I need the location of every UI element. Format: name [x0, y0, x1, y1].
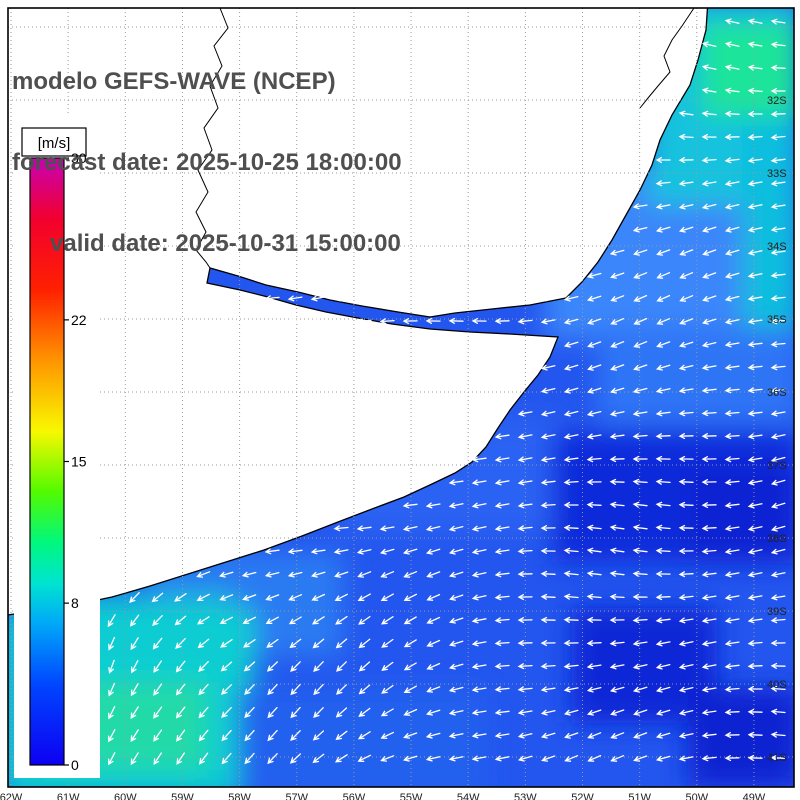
lat-label: 41S	[767, 752, 787, 764]
lon-label: 53W	[514, 792, 537, 800]
colorbar-tick-label: 8	[71, 595, 79, 611]
lon-label: 54W	[457, 792, 480, 800]
lon-label: 49W	[743, 792, 766, 800]
lon-label: 59W	[171, 792, 194, 800]
lon-label: 52W	[571, 792, 594, 800]
lon-label: 56W	[343, 792, 366, 800]
lon-label: 62W	[0, 792, 23, 800]
lon-label: 60W	[114, 792, 137, 800]
lat-label: 34S	[767, 241, 787, 253]
lat-label: 36S	[767, 387, 787, 399]
graticule-grid	[8, 8, 794, 787]
lon-label: 50W	[685, 792, 708, 800]
colorbar-tick-label: 22	[71, 312, 87, 328]
lat-label: 32S	[767, 95, 787, 107]
land-mass	[0, 0, 708, 616]
coastline	[0, 0, 709, 617]
colorbar-units-box	[21, 127, 87, 157]
lon-label: 55W	[400, 792, 423, 800]
longitude-labels: 62W 61W 60W 59W 58W 57W 56W 55W 54W 53W 52W 51W 50W 4…	[0, 792, 766, 800]
lat-label: 37S	[767, 460, 787, 472]
colorbar-units-label: [m/s]	[38, 135, 71, 152]
river-uruguay	[195, 7, 229, 269]
colorbar: [m/s] 30 22 15 8 0	[14, 116, 100, 778]
colorbar-tick-label: 30	[71, 150, 87, 166]
lat-label: 38S	[767, 533, 787, 545]
wind-arrow-field	[107, 18, 786, 766]
lat-label: 35S	[767, 314, 787, 326]
lon-label: 61W	[57, 792, 80, 800]
lon-label: 51W	[628, 792, 651, 800]
lat-label: 39S	[767, 606, 787, 618]
colorbar-ticks: 30 22 15 8 0	[64, 150, 87, 773]
colorbar-gradient-bar	[29, 157, 65, 766]
forecast-date-line: forecast date: 2025-10-25 18:00:00	[12, 149, 402, 176]
wind-direction-arrows	[107, 18, 786, 766]
lat-label: 33S	[767, 168, 787, 180]
latitude-labels: 32S 33S 34S 35S 36S 37S 38S 39S 40S 41S	[767, 95, 787, 764]
colorbar-tick-label: 0	[71, 757, 79, 773]
title-block: modelo GEFS-WAVE (NCEP) forecast date: 2…	[12, 14, 402, 311]
river-lagoon	[639, 7, 695, 109]
lat-label: 40S	[767, 679, 787, 691]
valid-date-line: valid date: 2025-10-31 15:00:00	[50, 230, 401, 257]
lon-label: 58W	[228, 792, 251, 800]
lon-label: 57W	[285, 792, 308, 800]
plot-border	[7, 7, 795, 788]
colorbar-tick-label: 15	[71, 454, 87, 470]
model-title: modelo GEFS-WAVE (NCEP)	[12, 68, 336, 95]
